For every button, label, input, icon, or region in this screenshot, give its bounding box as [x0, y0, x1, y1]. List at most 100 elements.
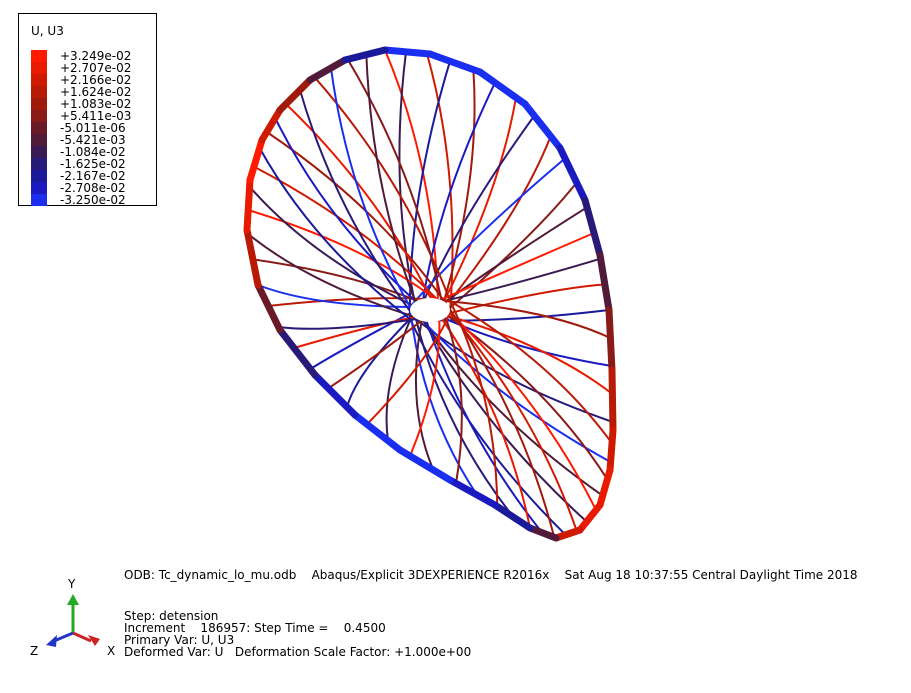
rim-segment: [243, 176, 254, 234]
legend-swatch: [31, 110, 47, 122]
spoke: [421, 82, 496, 308]
z-axis-arrow: [53, 631, 74, 643]
legend-value: +1.624e-02: [60, 85, 132, 99]
z-axis-label: Z: [30, 644, 38, 658]
spoke: [414, 318, 435, 471]
legend-swatch: [31, 182, 47, 194]
rim-segment: [246, 136, 266, 184]
spoke: [247, 209, 439, 302]
legend-swatch: [31, 98, 47, 110]
legend-entry: +1.083e-02: [31, 97, 156, 111]
spoke: [449, 283, 605, 314]
spoke: [285, 103, 439, 314]
rim-segment: [243, 226, 262, 289]
legend-value: +2.166e-02: [60, 73, 132, 87]
spoke: [449, 300, 499, 507]
y-axis-label: Y: [67, 577, 76, 591]
legend-swatch: [31, 170, 47, 182]
rim-segment: [254, 281, 284, 334]
rim-segment: [306, 56, 349, 84]
rim-segment: [381, 46, 434, 58]
legend-entry: +3.249e-02: [31, 49, 156, 63]
spoke: [437, 312, 614, 395]
spoke: [346, 58, 445, 314]
spoke: [258, 147, 411, 320]
legend-swatch: [31, 86, 47, 98]
rim-segment: [396, 446, 454, 484]
rim-segment: [258, 106, 284, 144]
legend-entry: +2.707e-02: [31, 61, 156, 75]
legend-swatch: [31, 62, 47, 74]
rim-segment: [606, 426, 617, 474]
spoke: [266, 131, 445, 302]
rim-segment: [581, 196, 604, 259]
spoke: [409, 306, 478, 496]
legend-swatch: [31, 122, 47, 134]
spoke: [421, 306, 543, 534]
spoke: [443, 300, 556, 538]
rim-segment: [521, 100, 564, 152]
rim-segment: [596, 466, 614, 509]
legend-value: -5.421e-03: [60, 133, 126, 147]
legend-entry: +1.624e-02: [31, 85, 156, 99]
spoke: [247, 232, 423, 320]
legend-entry: +5.411e-03: [31, 109, 156, 123]
rim-group: [243, 46, 617, 542]
primary-var-label: Primary Var: U, U3: [124, 633, 235, 647]
legend-swatch: [31, 194, 47, 206]
z-arrow-head-icon: [46, 635, 57, 647]
spoke: [443, 312, 463, 484]
legend-value: -1.625e-02: [60, 157, 126, 171]
legend-swatch: [31, 158, 47, 170]
rim-segment: [491, 501, 534, 532]
spokes-group: [247, 49, 614, 538]
legend-value: +2.707e-02: [60, 61, 132, 75]
spoke: [443, 300, 611, 339]
legend-swatch: [31, 134, 47, 146]
spoke: [398, 51, 417, 308]
spoke: [437, 300, 597, 511]
spoke: [409, 306, 612, 463]
rim-segment: [608, 366, 617, 434]
odb-info-line: ODB: Tc_dynamic_lo_mu.odb Abaqus/Explici…: [124, 568, 858, 582]
spoke: [365, 54, 423, 320]
contour-legend: U, U3 +3.249e-02 +2.707e-02 +2.166e-02 +1.6…: [18, 13, 157, 207]
spoke: [278, 318, 417, 330]
rim-segment: [576, 501, 604, 534]
spoke: [385, 306, 417, 441]
spoke: [257, 284, 411, 308]
y-arrow-head-icon: [67, 594, 79, 605]
spoke: [449, 135, 552, 302]
rim-segment: [476, 68, 529, 108]
legend-swatch: [31, 50, 47, 62]
legend-value: -5.011e-06: [60, 121, 126, 135]
spoke: [437, 97, 517, 314]
rim-segment: [605, 306, 616, 374]
rim-segment: [596, 251, 613, 314]
legend-title: U, U3: [31, 24, 64, 38]
spoke: [330, 67, 411, 308]
legend-entry: -5.421e-03: [31, 133, 156, 147]
legend-swatch: [31, 146, 47, 158]
spoke: [443, 69, 476, 302]
legend-entry: -3.250e-02: [31, 193, 156, 207]
rim-segment: [351, 411, 404, 454]
legend-entry: +2.166e-02: [31, 73, 156, 87]
spoke: [366, 312, 451, 426]
spoke: [415, 115, 536, 320]
legend-entry: -2.167e-02: [31, 169, 156, 183]
spoke: [437, 312, 531, 529]
x-arrow-head-icon: [88, 635, 100, 646]
legend-value: -2.167e-02: [60, 169, 126, 183]
legend-value: -1.084e-02: [60, 145, 126, 159]
deformed-var-label: Deformed Var: U Deformation Scale Factor…: [124, 645, 472, 659]
rim-segment: [311, 371, 359, 419]
spoke: [299, 89, 417, 320]
legend-entry: -1.625e-02: [31, 157, 156, 171]
legend-value: +3.249e-02: [60, 49, 132, 63]
rim-segment: [552, 526, 584, 542]
rim-segment: [556, 144, 589, 204]
spoke: [426, 53, 454, 314]
spoke: [346, 318, 411, 408]
